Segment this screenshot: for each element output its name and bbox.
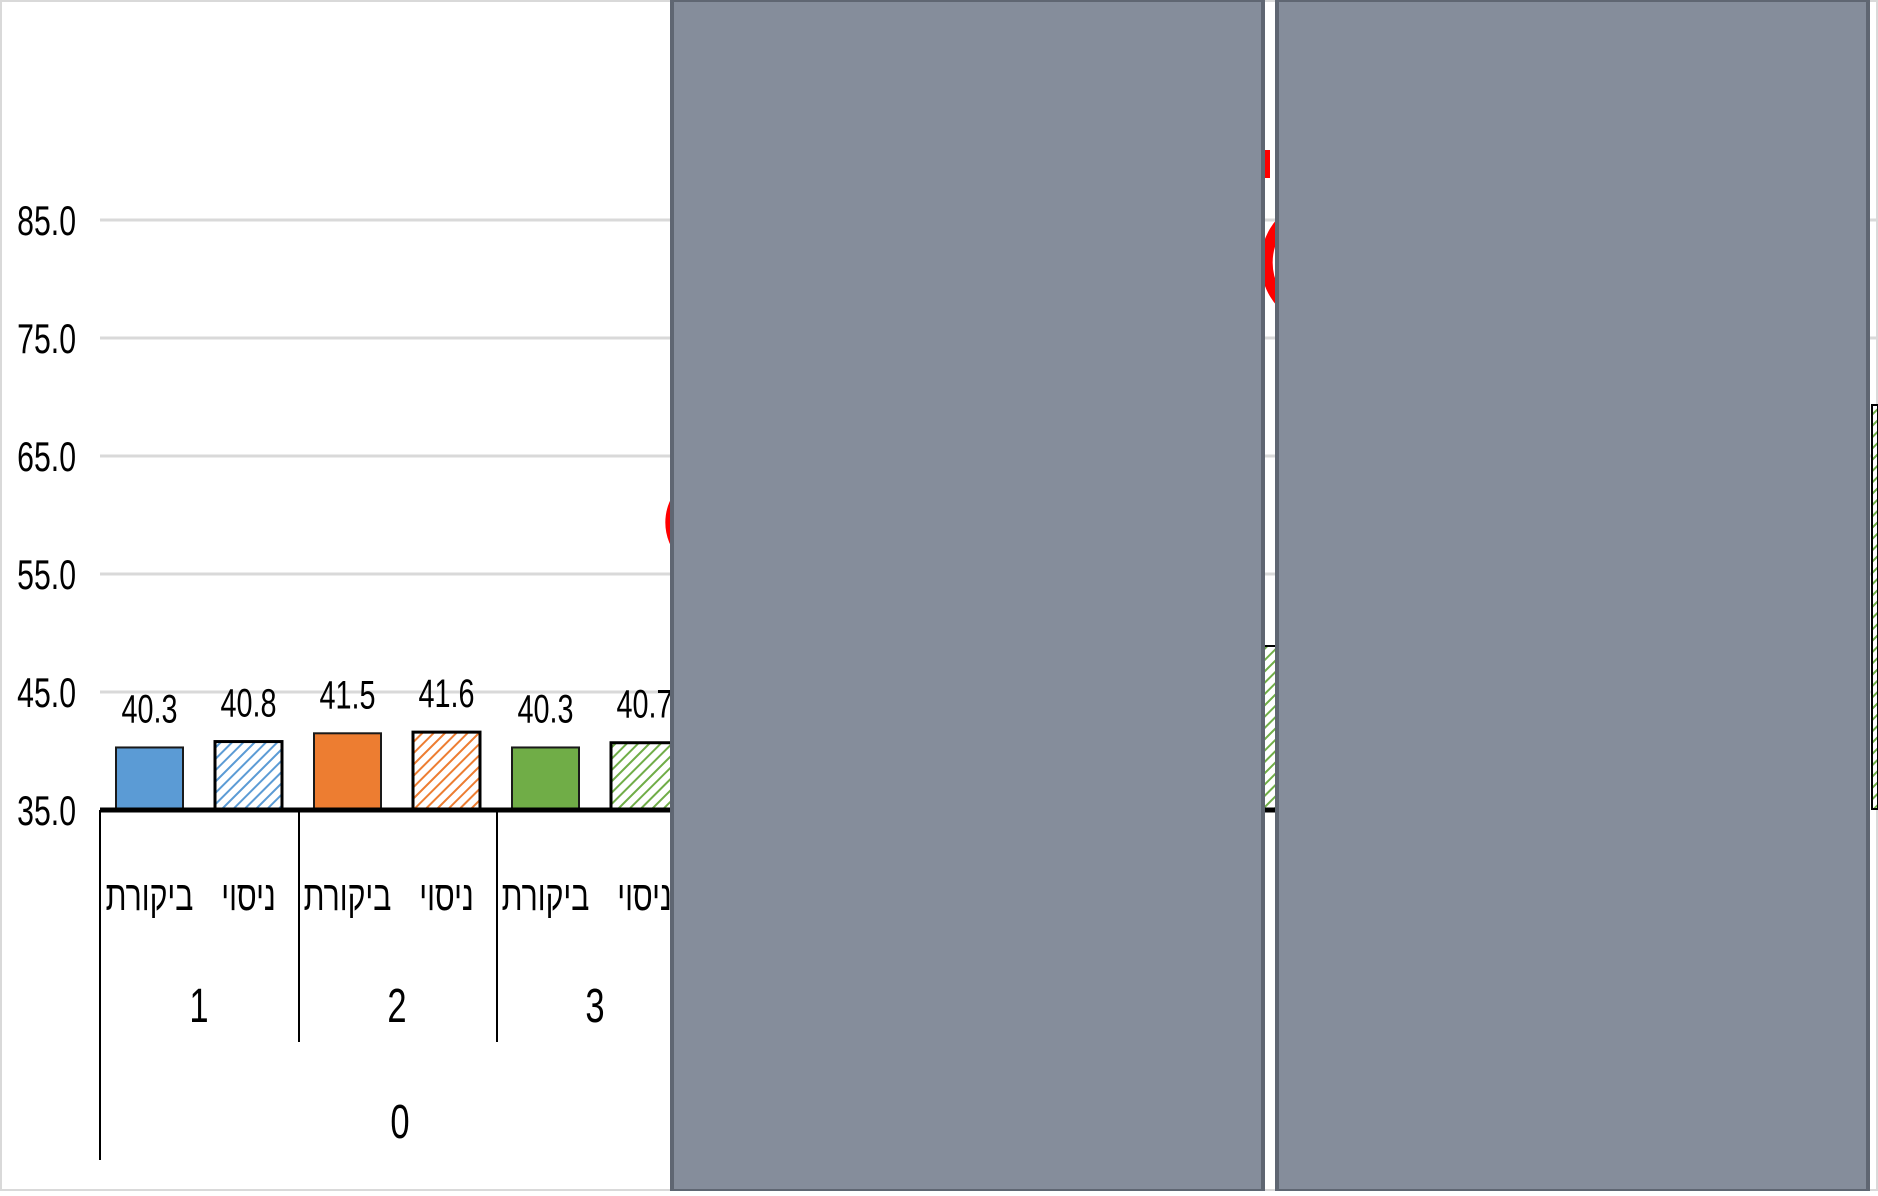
category-label: ניסוי [419,872,474,919]
y-tick-label: 55.0 [17,551,76,598]
y-tick-label: 45.0 [17,669,76,716]
y-tick-label: 65.0 [17,433,76,480]
bar [411,730,482,812]
occluding-panel-left [670,0,1265,1193]
category-label: ביקורת [304,872,392,919]
data-label: 40.8 [220,681,276,726]
x-axis: ביקורת ניסוי ביקורת ניסוי ביקורת ניסוי 1 2 3 0 [99,807,672,1160]
category-label: ניסוי [617,872,672,919]
data-label: 41.5 [319,673,375,718]
data-label: 40.3 [121,687,177,732]
y-tick-label: 75.0 [17,315,76,362]
category-label: ניסוי [221,872,276,919]
bar [609,741,680,812]
group-label: 3 [585,978,604,1032]
bar [115,746,184,812]
group-label: 2 [387,978,406,1032]
annotation-mark-fragment [1262,150,1270,178]
data-label: 40.7 [616,682,672,727]
y-axis: 85.0 75.0 65.0 55.0 45.0 35.0 [17,197,76,834]
y-tick-label: 35.0 [17,787,76,834]
outer-group-label: 0 [390,1094,409,1148]
bar [511,746,580,812]
occluding-panel-right [1275,0,1870,1193]
y-tick-label: 85.0 [17,197,76,244]
bar [213,740,284,812]
category-label: ביקורת [502,872,590,919]
category-label: ביקורת [106,872,194,919]
bar [313,732,382,811]
data-label: 40.3 [517,687,573,732]
group-label: 1 [189,978,208,1032]
data-label: 41.6 [418,672,474,717]
bar-fragment-right [1871,404,1878,810]
